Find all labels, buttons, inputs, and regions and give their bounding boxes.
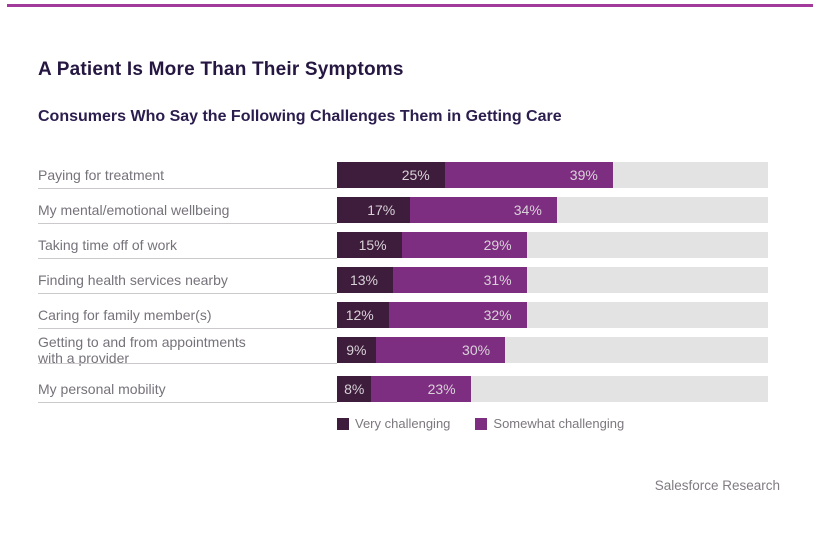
- legend: Very challenging Somewhat challenging: [337, 416, 820, 431]
- bar-segment-very-challenging: 15%: [337, 232, 402, 258]
- bar-segment-somewhat-challenging: 32%: [388, 302, 527, 328]
- row-label: Taking time off of work: [38, 236, 178, 253]
- bar-row: My personal mobility 8% 23%: [38, 376, 768, 403]
- legend-item: Very challenging: [337, 416, 450, 431]
- legend-item: Somewhat challenging: [475, 416, 624, 431]
- bar-segment-somewhat-challenging: 23%: [371, 376, 471, 402]
- segment-value-label: 8%: [344, 381, 365, 397]
- row-label: My mental/emotional wellbeing: [38, 201, 230, 218]
- segment-value-label: 9%: [346, 342, 367, 358]
- bar-segment-somewhat-challenging: 39%: [444, 162, 613, 188]
- bar-track: 25% 39%: [337, 162, 768, 188]
- bar-segment-very-challenging: 13%: [337, 267, 394, 293]
- page-title: A Patient Is More Than Their Symptoms: [38, 59, 404, 80]
- very-challenging-swatch-icon: [337, 417, 349, 430]
- bar-track: 9% 30%: [337, 337, 768, 363]
- bar-row: My mental/emotional wellbeing 17% 34%: [38, 197, 768, 224]
- segment-value-label: 31%: [483, 272, 512, 288]
- row-label: Finding health services nearby: [38, 271, 228, 288]
- bar-segment-somewhat-challenging: 30%: [375, 337, 506, 363]
- row-baseline: [38, 402, 337, 403]
- bar-segment-somewhat-challenging: 31%: [393, 267, 527, 293]
- segment-value-label: 23%: [427, 381, 456, 397]
- row-baseline: [38, 223, 337, 224]
- row-baseline: [38, 188, 337, 189]
- row-label: My personal mobility: [38, 380, 166, 397]
- row-baseline: [38, 293, 337, 294]
- legend-label: Somewhat challenging: [493, 416, 625, 431]
- bar-track: 13% 31%: [337, 267, 768, 293]
- bar-row: Caring for family member(s) 12% 32%: [38, 302, 768, 329]
- bar-row: Taking time off of work 15% 29%: [38, 232, 768, 259]
- source-credit: Salesforce Research: [654, 478, 780, 493]
- somewhat-challenging-swatch-icon: [475, 417, 488, 430]
- top-accent-line: [7, 4, 813, 7]
- chart: Paying for treatment 25% 39% My mental/emot…: [38, 162, 768, 403]
- segment-value-label: 39%: [569, 167, 598, 183]
- bar-segment-somewhat-challenging: 29%: [401, 232, 527, 258]
- segment-value-label: 15%: [358, 237, 387, 253]
- bar-segment-somewhat-challenging: 34%: [410, 197, 557, 223]
- chart-title: Consumers Who Say the Following Challeng…: [38, 108, 562, 125]
- row-label: Caring for family member(s): [38, 306, 212, 323]
- row-label: Getting to and from appointments with a …: [38, 333, 246, 366]
- segment-value-label: 12%: [345, 307, 374, 323]
- segment-value-label: 17%: [367, 202, 396, 218]
- bar-segment-very-challenging: 25%: [337, 162, 445, 188]
- bar-segment-very-challenging: 9%: [337, 337, 376, 363]
- bar-row: Finding health services nearby 13% 31%: [38, 267, 768, 294]
- segment-value-label: 34%: [513, 202, 542, 218]
- bar-track: 15% 29%: [337, 232, 768, 258]
- bar-segment-very-challenging: 12%: [337, 302, 389, 328]
- bar-segment-very-challenging: 17%: [337, 197, 411, 223]
- bar-track: 8% 23%: [337, 376, 768, 402]
- bar-track: 12% 32%: [337, 302, 768, 328]
- bar-segment-very-challenging: 8%: [337, 376, 372, 402]
- segment-value-label: 29%: [483, 237, 512, 253]
- segment-value-label: 25%: [401, 167, 430, 183]
- segment-value-label: 30%: [462, 342, 491, 358]
- segment-value-label: 32%: [483, 307, 512, 323]
- row-label: Paying for treatment: [38, 166, 165, 183]
- bar-row: Paying for treatment 25% 39%: [38, 162, 768, 189]
- bar-track: 17% 34%: [337, 197, 768, 223]
- segment-value-label: 13%: [349, 272, 379, 288]
- bar-row: Getting to and from appointments with a …: [38, 333, 768, 366]
- legend-label: Very challenging: [355, 416, 451, 431]
- row-baseline: [38, 258, 337, 259]
- row-baseline: [38, 363, 337, 364]
- row-baseline: [38, 328, 337, 329]
